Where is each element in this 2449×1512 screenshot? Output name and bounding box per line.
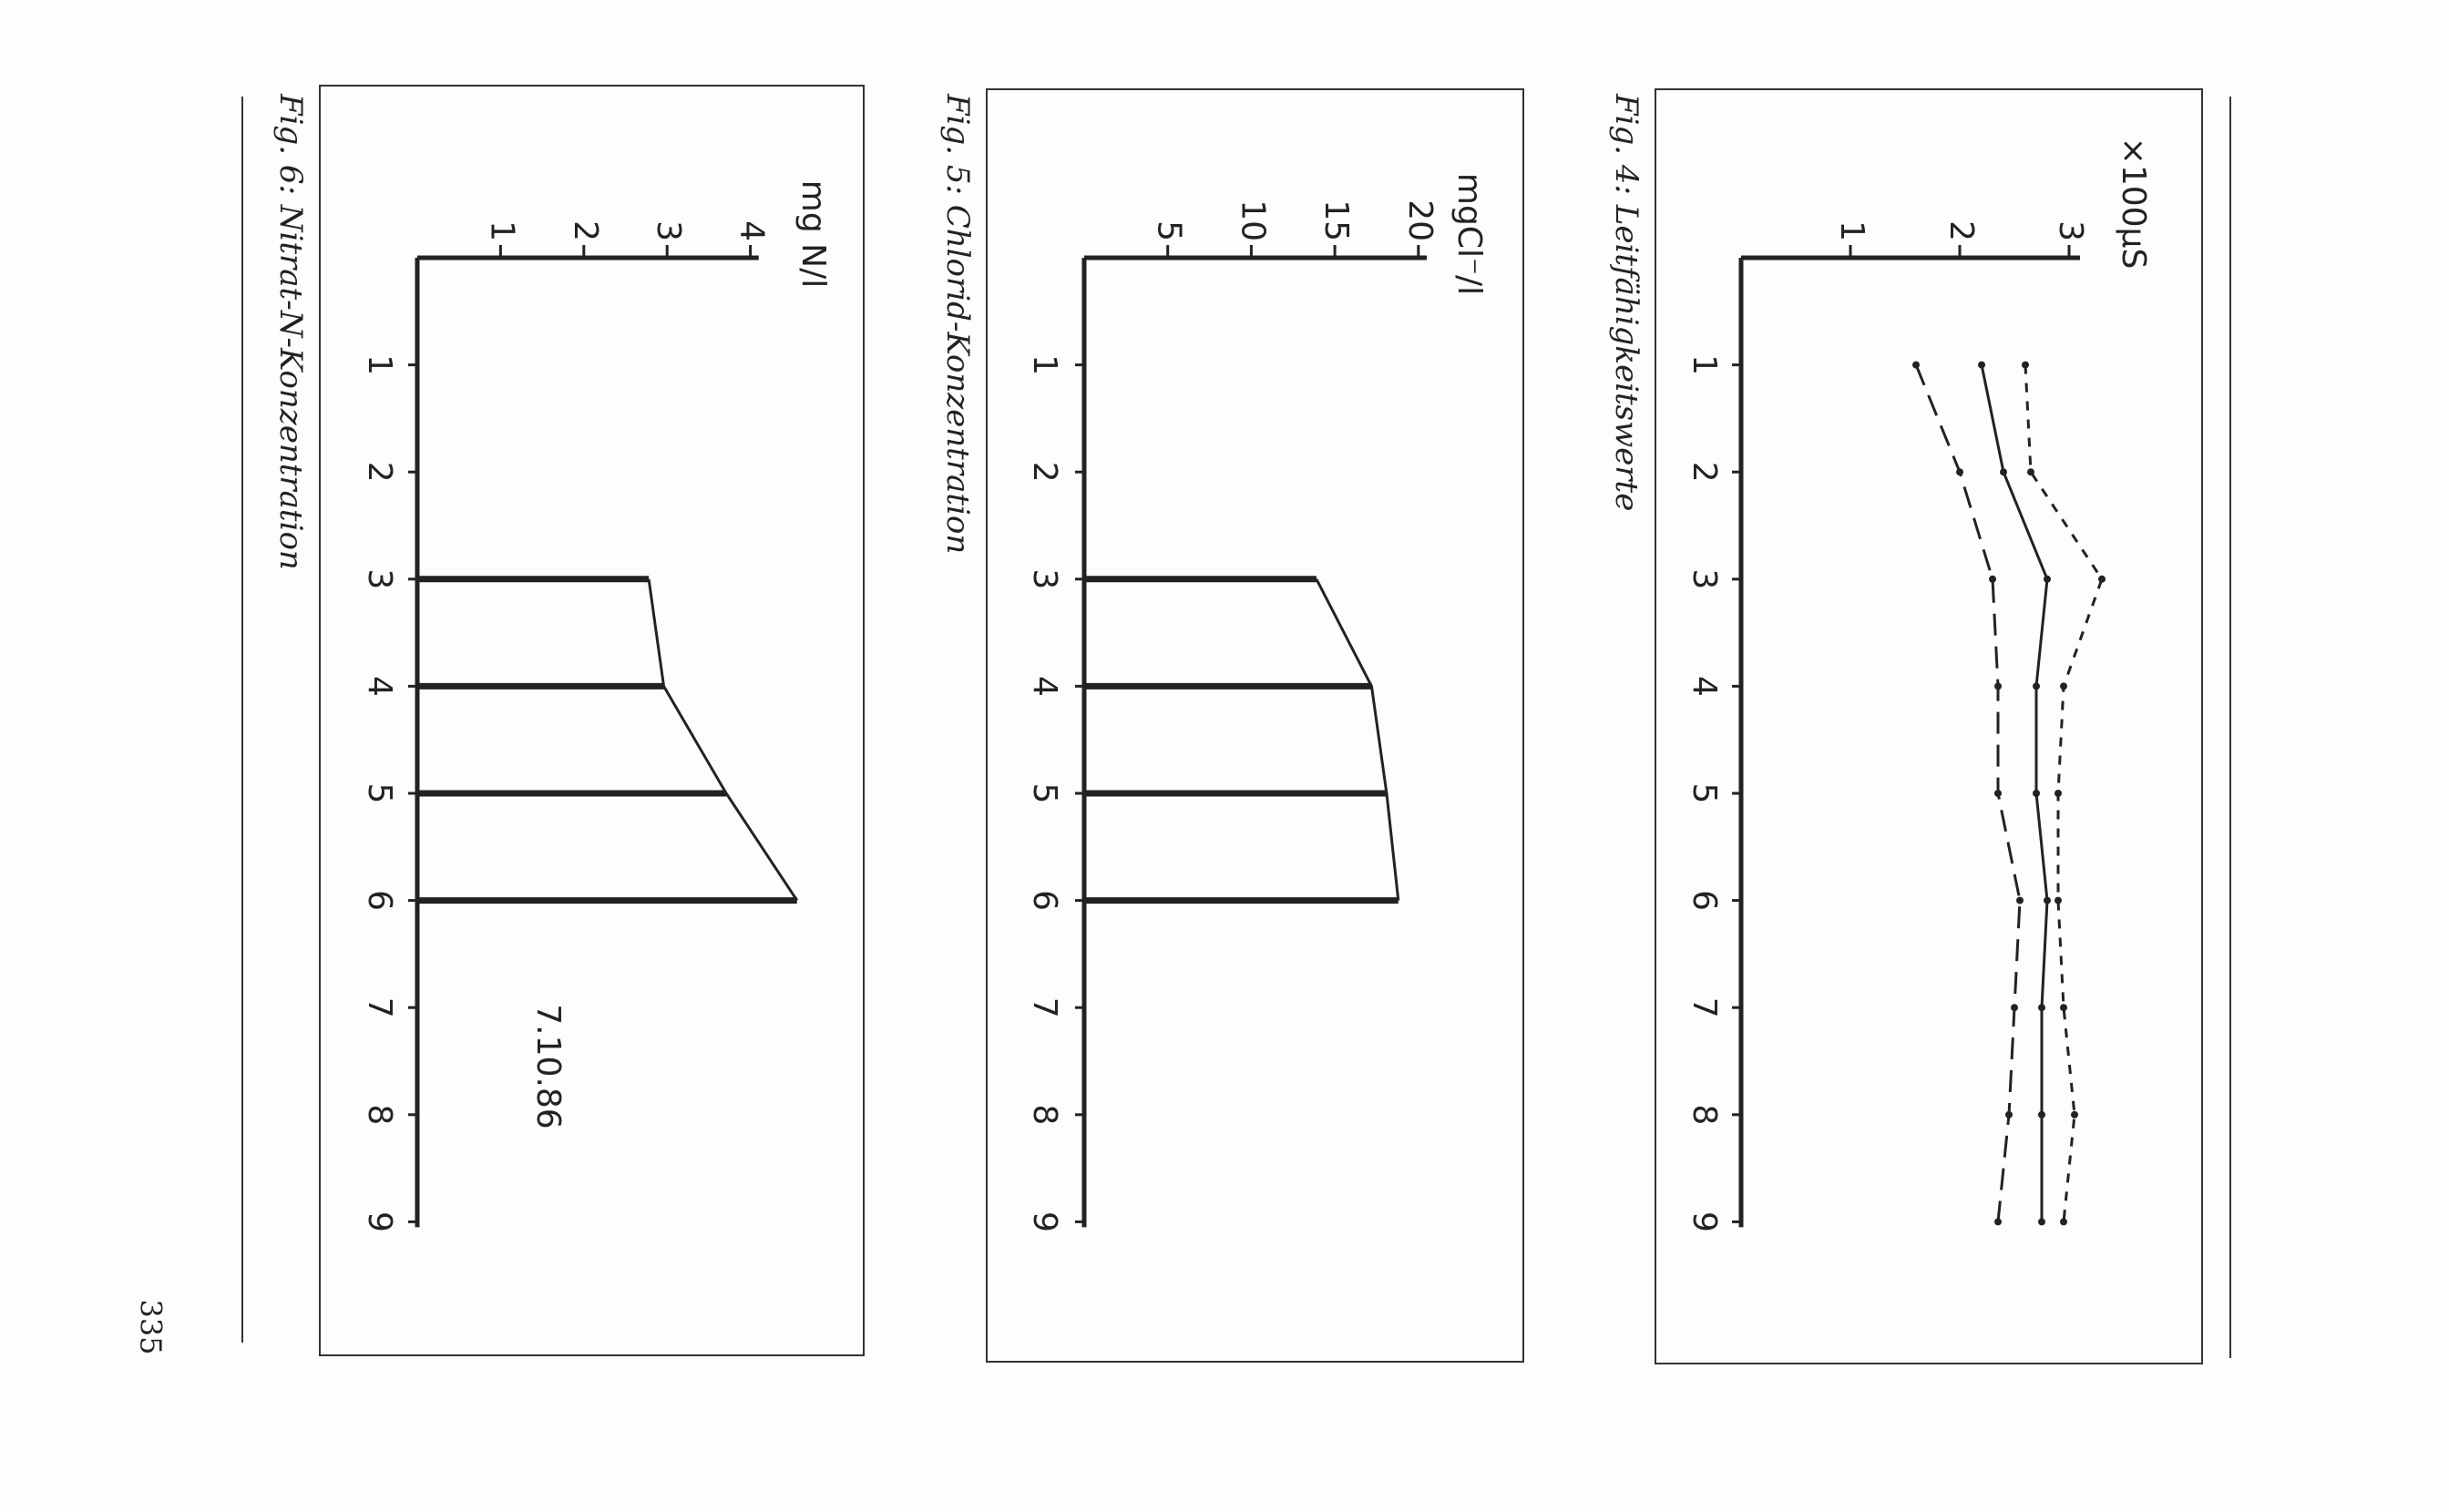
y-tick-label: 2 [567, 220, 604, 241]
point [2054, 896, 2062, 904]
x-tick-label: 5 [1026, 783, 1063, 804]
point [2033, 790, 2040, 797]
y-tick-label: 3 [2052, 220, 2089, 241]
point [1994, 1218, 2002, 1226]
point [2060, 1004, 2067, 1012]
point [2060, 682, 2067, 690]
caption: Fig. 4: Leitfähigkeitswerte [1608, 93, 1645, 511]
x-tick-label: 3 [1686, 568, 1723, 589]
x-tick-label: 6 [1026, 890, 1063, 911]
point [2027, 468, 2034, 476]
point [2000, 468, 2007, 476]
annotation: 7.10.86 [529, 1004, 567, 1129]
axis-label: mgCl⁻/l [1450, 173, 1488, 295]
point [2005, 1110, 2013, 1119]
point [2044, 575, 2051, 583]
y-tick-label: 1 [483, 220, 520, 241]
point [1989, 575, 1996, 583]
y-tick-label: 3 [650, 220, 687, 241]
point [2098, 575, 2106, 583]
x-tick-label: 5 [1686, 783, 1723, 804]
x-tick-label: 3 [361, 568, 398, 589]
point [1978, 361, 1985, 369]
y-tick-label: 20 [1401, 199, 1439, 241]
point [2022, 361, 2029, 369]
point [1912, 361, 1920, 369]
caption: Fig. 6: Nitrat-N-Konzentration [272, 93, 309, 570]
bar-top-line [647, 578, 799, 902]
x-tick-label: 8 [1026, 1104, 1063, 1125]
x-tick-label: 3 [1026, 568, 1063, 589]
axis-label: ×100µS [2115, 138, 2152, 270]
y-tick-label: 4 [733, 220, 771, 241]
x-tick-label: 9 [1686, 1211, 1723, 1232]
y-tick-label: 2 [1942, 220, 1980, 241]
x-tick-label: 8 [361, 1104, 398, 1125]
point [2038, 1218, 2045, 1226]
x-tick-label: 2 [1026, 462, 1063, 483]
x-tick-label: 6 [361, 890, 398, 911]
axis-label: mg N/l [794, 180, 832, 288]
point [2044, 896, 2051, 904]
y-tick-label: 10 [1234, 199, 1271, 241]
x-tick-label: 7 [1686, 997, 1723, 1018]
point [2071, 1110, 2078, 1119]
point [1956, 468, 1963, 476]
x-tick-label: 2 [1686, 462, 1723, 483]
bar-top-line [1315, 578, 1400, 901]
frame [1655, 88, 2203, 1364]
point [2060, 1218, 2067, 1226]
point [2011, 1004, 2018, 1012]
point [2016, 896, 2024, 904]
x-tick-label: 9 [1026, 1211, 1063, 1232]
x-tick-label: 4 [1026, 676, 1063, 697]
point [2033, 682, 2040, 690]
point [1994, 790, 2002, 797]
x-tick-label: 5 [361, 783, 398, 804]
caption: Fig. 5: Chlorid-Konzentration [939, 93, 976, 554]
x-tick-label: 7 [361, 997, 398, 1018]
x-tick-label: 2 [361, 462, 398, 483]
x-tick-label: 7 [1026, 997, 1063, 1018]
x-tick-label: 9 [361, 1211, 398, 1232]
frame [986, 88, 1524, 1363]
page-number: 335 [134, 1299, 169, 1354]
point [1994, 682, 2002, 690]
x-tick-label: 1 [1026, 354, 1063, 375]
x-tick-label: 1 [1686, 354, 1723, 375]
point [2038, 1110, 2045, 1119]
x-tick-label: 1 [361, 354, 398, 375]
point [2054, 790, 2062, 797]
x-tick-label: 8 [1686, 1104, 1723, 1125]
point [2038, 1004, 2045, 1012]
x-tick-label: 6 [1686, 890, 1723, 911]
x-tick-label: 4 [361, 676, 398, 697]
y-tick-label: 1 [1833, 220, 1870, 241]
y-tick-label: 5 [1151, 220, 1188, 241]
frame [319, 85, 865, 1356]
x-tick-label: 4 [1686, 676, 1723, 697]
y-tick-label: 15 [1317, 199, 1355, 241]
